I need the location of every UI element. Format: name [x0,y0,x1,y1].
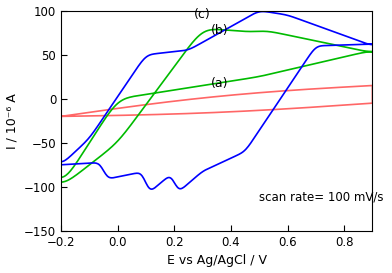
Text: (c): (c) [194,8,211,20]
Text: scan rate= 100 mV/s: scan rate= 100 mV/s [259,190,384,203]
Text: (a): (a) [211,77,229,90]
X-axis label: E vs Ag/AgCl / V: E vs Ag/AgCl / V [167,254,267,268]
Y-axis label: I / 10⁻⁶ A: I / 10⁻⁶ A [5,93,18,149]
Text: (b): (b) [211,24,229,37]
